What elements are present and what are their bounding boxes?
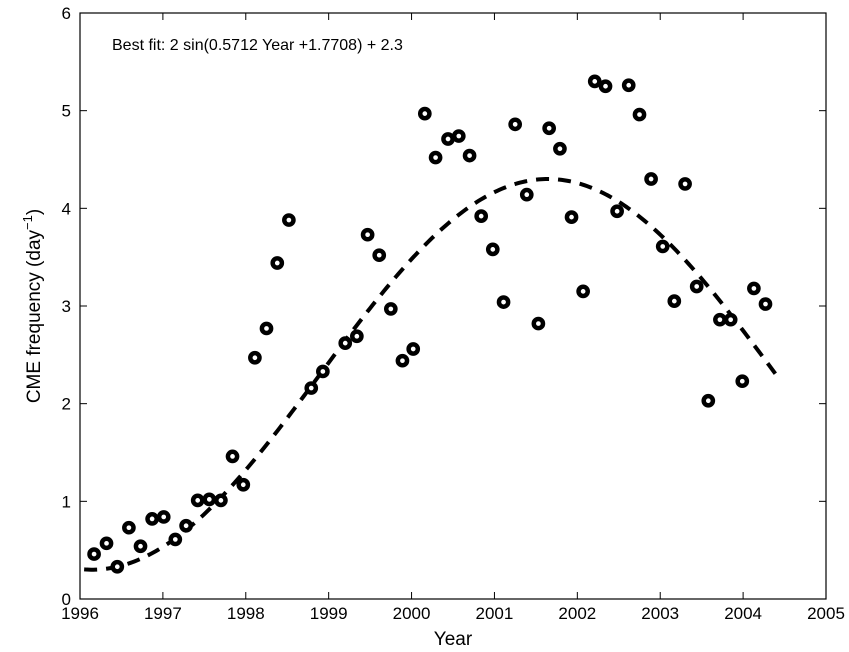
x-tick-label: 1996 bbox=[61, 604, 99, 623]
data-point bbox=[360, 227, 375, 242]
data-point bbox=[428, 150, 443, 165]
y-axis-title-superscript: −1 bbox=[20, 215, 35, 230]
data-point bbox=[383, 302, 398, 316]
x-tick-label: 2001 bbox=[476, 604, 514, 623]
data-point bbox=[485, 242, 500, 257]
data-point bbox=[99, 536, 114, 551]
x-tick-label: 2005 bbox=[807, 604, 845, 623]
data-point bbox=[621, 78, 636, 93]
x-tick-label: 2003 bbox=[641, 604, 679, 623]
y-tick-label: 1 bbox=[62, 492, 71, 511]
x-tick-label: 1999 bbox=[310, 604, 348, 623]
data-point bbox=[587, 74, 602, 89]
data-point bbox=[87, 547, 101, 561]
data-point bbox=[236, 477, 251, 492]
data-point bbox=[655, 239, 670, 254]
data-point bbox=[248, 350, 262, 365]
fit-curve-path bbox=[84, 177, 778, 572]
data-point bbox=[122, 520, 136, 535]
data-point bbox=[168, 532, 183, 547]
data-points bbox=[87, 74, 773, 574]
x-axis-title: Year bbox=[434, 629, 473, 650]
data-point bbox=[462, 148, 477, 163]
data-point bbox=[758, 297, 773, 311]
data-point bbox=[735, 374, 750, 389]
data-point bbox=[474, 209, 489, 223]
best-fit-curve bbox=[84, 177, 778, 572]
y-tick-label: 6 bbox=[62, 4, 71, 23]
y-axis-title-suffix: ) bbox=[24, 209, 45, 215]
data-point bbox=[259, 321, 274, 336]
data-point bbox=[417, 106, 432, 121]
x-tick-label: 2002 bbox=[558, 604, 596, 623]
data-point bbox=[110, 559, 125, 574]
data-point bbox=[451, 129, 466, 143]
data-point bbox=[519, 187, 534, 202]
y-tick-label: 3 bbox=[62, 297, 71, 316]
data-point bbox=[531, 316, 546, 331]
data-point bbox=[202, 492, 217, 507]
data-point bbox=[156, 510, 171, 524]
data-point bbox=[338, 336, 353, 350]
data-point bbox=[304, 381, 319, 395]
data-point bbox=[667, 294, 682, 308]
x-tick-label: 2000 bbox=[393, 604, 431, 623]
data-point bbox=[282, 213, 296, 227]
data-point bbox=[723, 312, 738, 327]
y-tick-label: 4 bbox=[62, 199, 71, 218]
data-point bbox=[747, 281, 761, 296]
data-point bbox=[542, 121, 557, 136]
data-point bbox=[496, 295, 511, 309]
x-tick-label: 1998 bbox=[227, 604, 265, 623]
data-point bbox=[508, 117, 523, 132]
data-point bbox=[145, 512, 159, 526]
y-tick-label: 0 bbox=[62, 590, 71, 609]
data-point bbox=[678, 177, 692, 191]
data-point bbox=[576, 284, 590, 299]
y-axis-title: CME frequency (day−1) bbox=[20, 209, 45, 403]
plot-area bbox=[79, 12, 827, 600]
data-point bbox=[610, 204, 624, 219]
data-point bbox=[214, 493, 228, 508]
data-point bbox=[133, 539, 148, 554]
data-point bbox=[190, 493, 205, 508]
data-point bbox=[441, 132, 455, 146]
data-point bbox=[701, 393, 716, 408]
data-point bbox=[553, 141, 567, 156]
data-point bbox=[713, 312, 727, 327]
data-point bbox=[689, 279, 704, 294]
data-point bbox=[564, 210, 579, 224]
x-tick-label: 1997 bbox=[144, 604, 182, 623]
data-point bbox=[395, 353, 410, 368]
data-point bbox=[644, 172, 658, 186]
data-point bbox=[372, 248, 387, 263]
y-tick-label: 2 bbox=[62, 395, 71, 414]
data-point bbox=[316, 364, 330, 379]
data-point bbox=[350, 329, 364, 344]
data-point bbox=[179, 518, 193, 533]
y-tick-label: 5 bbox=[62, 102, 71, 121]
axis-ticks: 1996 1997 1998 1999 2000 2001 2002 2003 2004 2005… bbox=[61, 4, 845, 623]
data-point bbox=[632, 107, 647, 122]
x-tick-label: 2004 bbox=[724, 604, 762, 623]
data-point bbox=[270, 256, 285, 270]
y-axis-title-main: CME frequency (day bbox=[24, 229, 45, 403]
fit-annotation: Best fit: 2 sin(0.5712 Year +1.7708) + 2… bbox=[112, 37, 403, 54]
data-point bbox=[225, 449, 240, 464]
data-point bbox=[406, 342, 421, 356]
data-point bbox=[598, 79, 613, 94]
